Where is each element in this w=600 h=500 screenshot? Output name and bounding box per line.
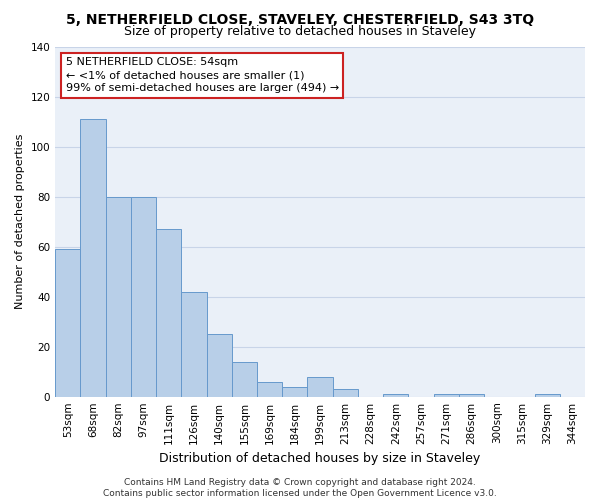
- Text: 5, NETHERFIELD CLOSE, STAVELEY, CHESTERFIELD, S43 3TQ: 5, NETHERFIELD CLOSE, STAVELEY, CHESTERF…: [66, 12, 534, 26]
- Bar: [80, 119, 106, 396]
- Bar: [434, 394, 459, 396]
- Text: 5 NETHERFIELD CLOSE: 54sqm
← <1% of detached houses are smaller (1)
99% of semi-: 5 NETHERFIELD CLOSE: 54sqm ← <1% of deta…: [66, 57, 339, 94]
- Bar: [156, 229, 181, 396]
- Text: Contains HM Land Registry data © Crown copyright and database right 2024.
Contai: Contains HM Land Registry data © Crown c…: [103, 478, 497, 498]
- Bar: [206, 334, 232, 396]
- Bar: [307, 376, 332, 396]
- Bar: [232, 362, 257, 396]
- X-axis label: Distribution of detached houses by size in Staveley: Distribution of detached houses by size …: [160, 452, 481, 465]
- Bar: [282, 386, 307, 396]
- Y-axis label: Number of detached properties: Number of detached properties: [15, 134, 25, 310]
- Bar: [55, 249, 80, 396]
- Bar: [535, 394, 560, 396]
- Bar: [106, 196, 131, 396]
- Bar: [383, 394, 409, 396]
- Bar: [459, 394, 484, 396]
- Bar: [181, 292, 206, 397]
- Bar: [131, 196, 156, 396]
- Bar: [332, 389, 358, 396]
- Bar: [257, 382, 282, 396]
- Text: Size of property relative to detached houses in Staveley: Size of property relative to detached ho…: [124, 25, 476, 38]
